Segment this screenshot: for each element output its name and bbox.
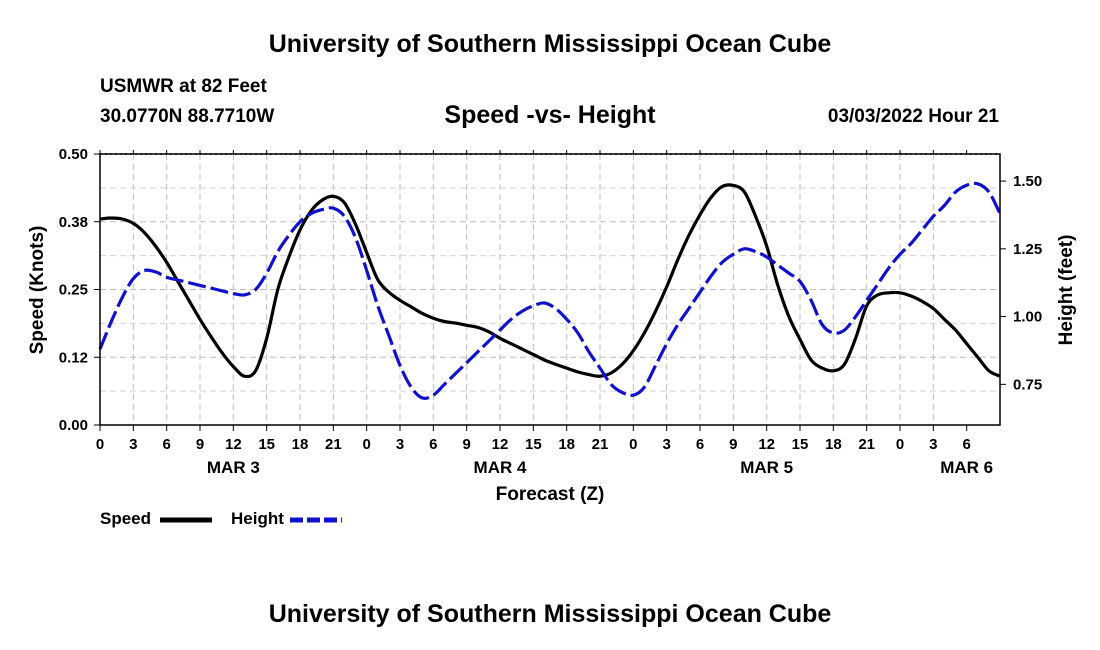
y-axis-label-right: Height (feet) [1056, 235, 1077, 346]
series-line-height [98, 181, 1002, 400]
y-tick-label-left: 0.12 [59, 349, 88, 366]
date-label: MAR 3 [207, 458, 260, 477]
y-tick-label-left: 0.50 [59, 146, 88, 163]
y-axis-label-left: Speed (Knots) [27, 226, 48, 355]
axis-layer: 0 3 6 9 12 15 18 21 0 3 6 9 12 15 18 21 0 3 6 9 12 15 18 21 0 3 6 M… [59, 146, 1042, 477]
x-tick-label: 12 [225, 436, 242, 453]
x-tick-label: 9 [462, 436, 470, 453]
grid-layer [100, 153, 1000, 425]
x-axis-label: Forecast (Z) [496, 484, 605, 505]
x-tick-label: 6 [962, 436, 970, 453]
x-tick-label: 3 [396, 436, 404, 453]
x-tick-label: 12 [492, 436, 509, 453]
y-tick-label-left: 0.38 [59, 214, 88, 231]
x-tick-label: 21 [592, 436, 609, 453]
series-layer [98, 181, 1002, 400]
chart-title: University of Southern Mississippi Ocean… [268, 30, 832, 58]
y-tick-label-right: 1.50 [1013, 173, 1042, 190]
x-tick-label: 6 [162, 436, 170, 453]
date-label: MAR 5 [740, 458, 793, 477]
x-tick-label: 18 [825, 436, 842, 453]
x-tick-label: 9 [196, 436, 204, 453]
y-tick-label-right: 1.25 [1013, 241, 1042, 258]
x-tick-label: 21 [858, 436, 875, 453]
station-coordinates: 30.0770N 88.7710W [100, 106, 275, 127]
x-tick-label: 3 [129, 436, 137, 453]
forecast-datetime: 03/03/2022 Hour 21 [827, 106, 999, 127]
x-tick-label: 3 [662, 436, 670, 453]
y-tick-label-left: 0.25 [59, 282, 88, 299]
chart-subtitle: Speed -vs- Height [444, 101, 656, 129]
x-tick-label: 15 [525, 436, 542, 453]
x-tick-label: 15 [258, 436, 275, 453]
date-label: MAR 6 [940, 458, 993, 477]
footer-title: University of Southern Mississippi Ocean… [268, 600, 832, 628]
station-label: USMWR at 82 Feet [100, 76, 267, 97]
x-tick-label: 0 [362, 436, 370, 453]
date-label: MAR 4 [474, 458, 527, 477]
x-tick-label: 12 [758, 436, 775, 453]
y-tick-label-right: 1.00 [1013, 309, 1042, 326]
legend-speed-label: Speed [100, 509, 152, 528]
x-tick-label: 18 [292, 436, 309, 453]
x-tick-label: 21 [325, 436, 342, 453]
series-line-speed [99, 183, 1001, 379]
x-tick-label: 6 [696, 436, 704, 453]
x-tick-label: 3 [929, 436, 937, 453]
y-tick-label-right: 0.75 [1013, 376, 1042, 393]
y-tick-label-left: 0.00 [59, 417, 88, 434]
x-tick-label: 0 [96, 436, 104, 453]
x-tick-label: 9 [729, 436, 737, 453]
x-tick-label: 15 [792, 436, 809, 453]
x-tick-label: 18 [558, 436, 575, 453]
x-tick-label: 0 [629, 436, 637, 453]
x-tick-label: 6 [429, 436, 437, 453]
x-tick-label: 0 [896, 436, 904, 453]
legend-height-label: Height [231, 509, 284, 528]
